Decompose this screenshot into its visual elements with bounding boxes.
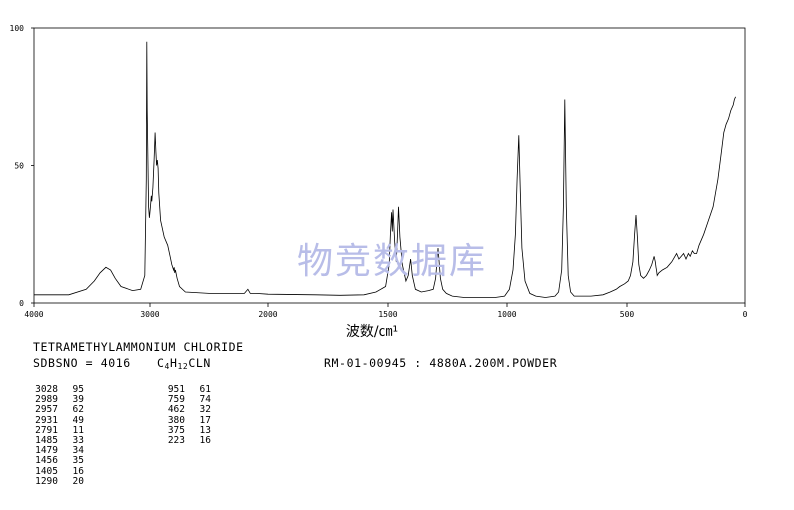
peak-intensity: 95 xyxy=(72,384,84,395)
peak-intensity: 16 xyxy=(199,434,211,446)
peak-intensity: 20 xyxy=(72,475,84,487)
peak-row: 223 16 xyxy=(157,434,211,446)
peak-row: 2989 39 xyxy=(30,394,84,406)
peak-intensity: 32 xyxy=(199,404,211,416)
measurement-info: RM-01-00945 : 4880A.200M.POWDER xyxy=(324,356,558,370)
peak-table-column-2: 951 61 759 74 462 32 380 17 375 13 223 16 xyxy=(157,384,211,446)
peak-row: 375 13 xyxy=(157,424,211,436)
peak-wavenumber: 2957 xyxy=(35,404,58,416)
peak-wavenumber: 375 xyxy=(167,424,185,436)
x-axis-label: 波数/㎝¹ xyxy=(346,324,398,340)
molecular-formula: C4H12CLN xyxy=(157,356,211,371)
peak-intensity: 39 xyxy=(72,394,84,406)
peak-row: 3028 95 xyxy=(30,384,84,395)
peak-intensity: 49 xyxy=(72,414,84,426)
peak-wavenumber: 2989 xyxy=(35,394,58,406)
peak-intensity: 11 xyxy=(72,424,84,436)
y-tick-label: 50 xyxy=(14,162,24,171)
x-tick-label: 3000 xyxy=(140,310,159,319)
peak-wavenumber: 2931 xyxy=(35,414,58,426)
x-tick-label: 4000 xyxy=(24,310,43,319)
peak-wavenumber: 3028 xyxy=(35,384,58,395)
peak-row: 2957 62 xyxy=(30,405,84,415)
peak-intensity: 34 xyxy=(72,445,84,457)
x-tick-label: 1500 xyxy=(378,310,397,319)
y-tick-label: 0 xyxy=(19,299,24,308)
peak-row: 2791 11 xyxy=(30,424,84,436)
peak-row: 1456 35 xyxy=(30,456,84,466)
peak-wavenumber: 223 xyxy=(167,434,185,446)
x-tick-label: 500 xyxy=(620,310,635,319)
peak-wavenumber: 462 xyxy=(167,404,185,416)
peak-row: 951 61 xyxy=(157,384,211,395)
peak-intensity: 74 xyxy=(199,394,211,406)
peak-intensity: 61 xyxy=(199,384,211,395)
peak-wavenumber: 2791 xyxy=(35,424,58,436)
peak-wavenumber: 951 xyxy=(167,384,185,395)
compound-name: TETRAMETHYLAMMONIUM CHLORIDE xyxy=(33,340,244,354)
peak-intensity: 62 xyxy=(72,404,84,416)
peak-row: 2931 49 xyxy=(30,414,84,426)
peak-row: 462 32 xyxy=(157,405,211,415)
x-tick-label: 1000 xyxy=(497,310,516,319)
peak-wavenumber: 1405 xyxy=(35,465,58,477)
peak-intensity: 16 xyxy=(72,465,84,477)
peak-row: 1479 34 xyxy=(30,445,84,457)
peak-wavenumber: 1290 xyxy=(35,475,58,487)
y-tick-label: 100 xyxy=(10,24,25,33)
peak-table-column-1: 3028 95 2989 39 2957 62 2931 49 2791 11 1485 33 1479… xyxy=(30,384,84,487)
sdbs-number: SDBSNO = 4016 xyxy=(33,356,131,370)
peak-row: 380 17 xyxy=(157,414,211,426)
peak-row: 759 74 xyxy=(157,394,211,406)
peak-intensity: 33 xyxy=(72,434,84,446)
peak-row: 1485 33 xyxy=(30,434,84,446)
peak-row: 1405 16 xyxy=(30,465,84,477)
x-tick-label: 0 xyxy=(743,310,748,319)
watermark: 物竞数据库 xyxy=(297,241,488,282)
peak-wavenumber: 1479 xyxy=(35,445,58,457)
peak-wavenumber: 1456 xyxy=(35,455,58,467)
peak-intensity: 13 xyxy=(199,424,211,436)
peak-row: 1290 20 xyxy=(30,475,84,487)
peak-intensity: 17 xyxy=(199,414,211,426)
peak-wavenumber: 380 xyxy=(167,414,185,426)
spectrum-line xyxy=(34,41,736,298)
peak-wavenumber: 1485 xyxy=(35,434,58,446)
x-tick-label: 2000 xyxy=(258,310,277,319)
peak-wavenumber: 759 xyxy=(167,394,185,406)
peak-intensity: 35 xyxy=(72,455,84,467)
